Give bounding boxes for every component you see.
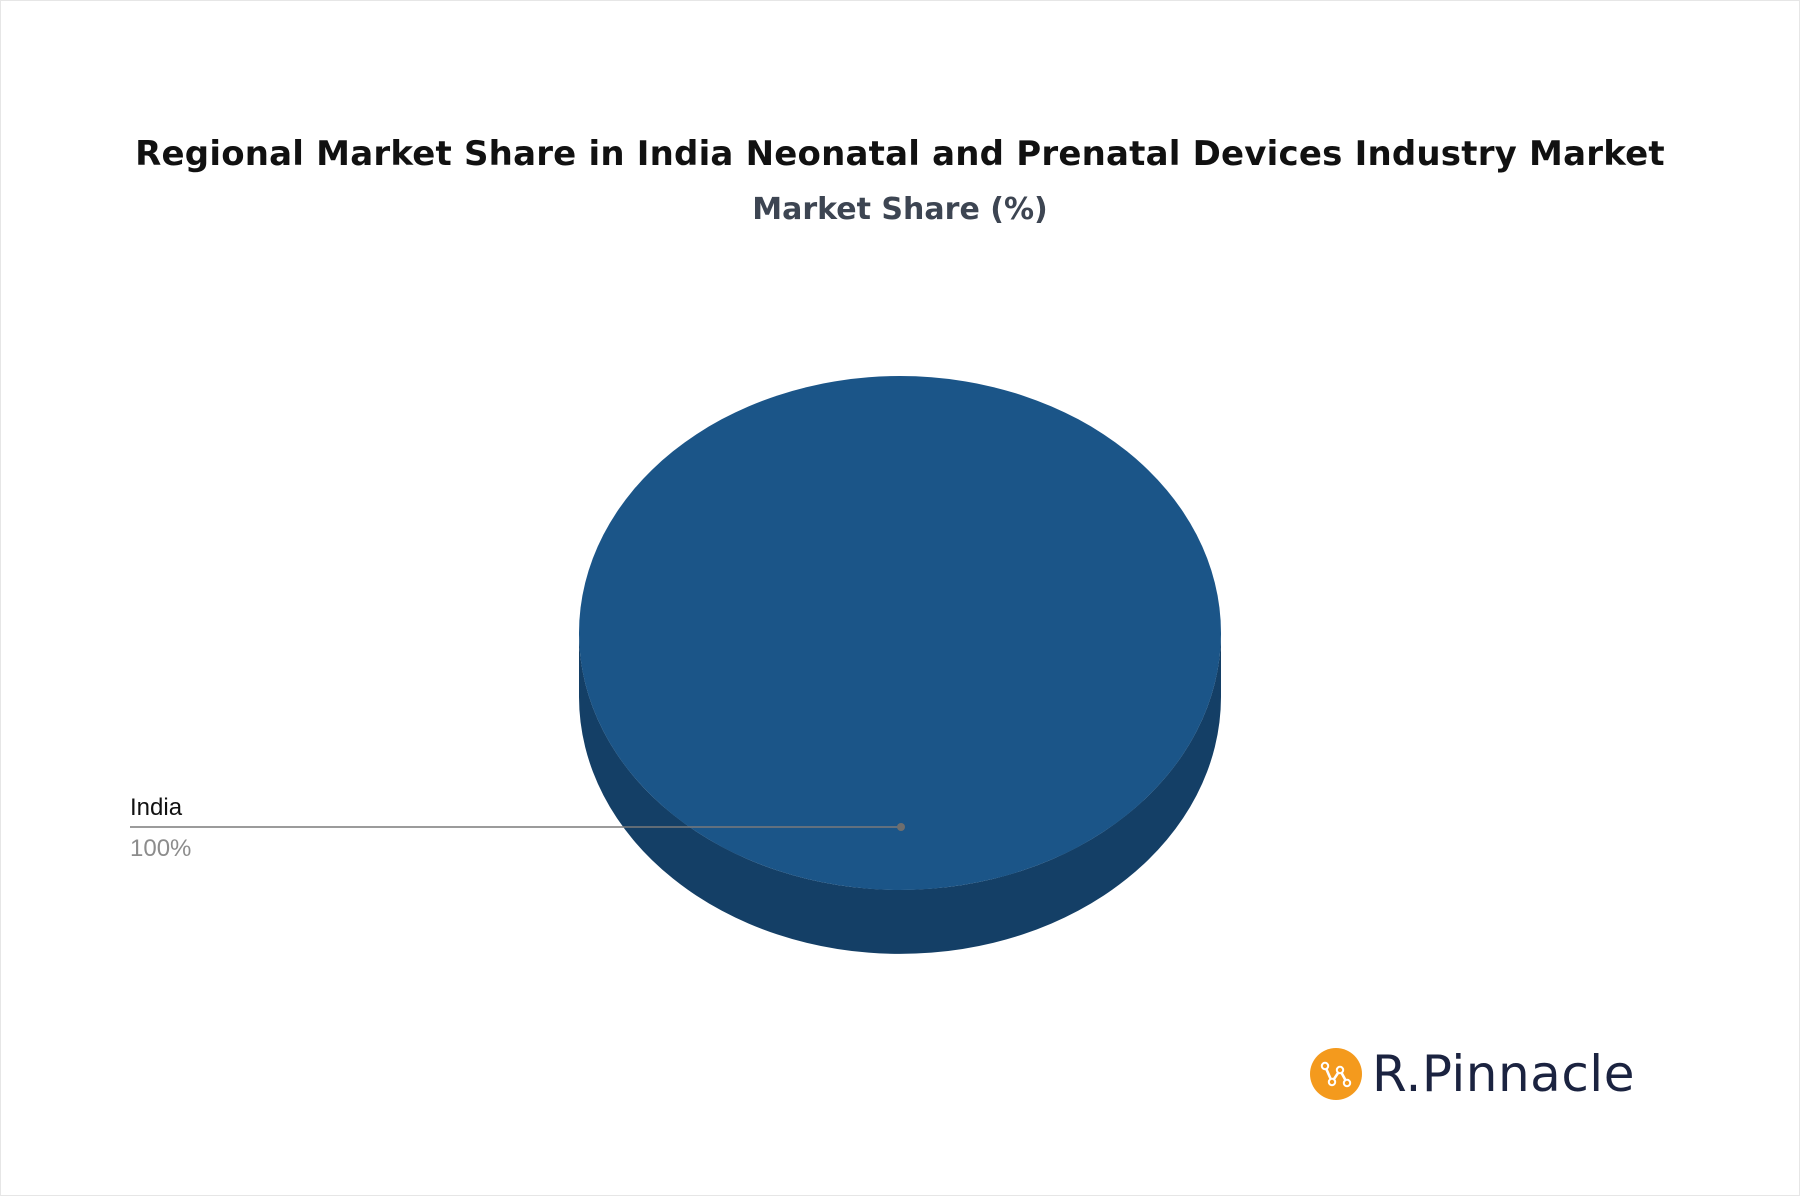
pie-slice-side	[579, 633, 1221, 954]
pie-slice-india	[579, 376, 1221, 890]
chart-title: Regional Market Share in India Neonatal …	[135, 134, 1665, 174]
chart-subtitle: Market Share (%)	[752, 192, 1048, 227]
slice-value-label: 100%	[130, 835, 191, 862]
pinnacle-logo-icon	[1310, 1048, 1362, 1100]
leader-dot	[897, 823, 905, 831]
slice-label: India	[130, 794, 183, 821]
logo-text: R.Pinnacle	[1372, 1045, 1635, 1103]
brand-logo: R.Pinnacle	[1310, 1042, 1635, 1106]
